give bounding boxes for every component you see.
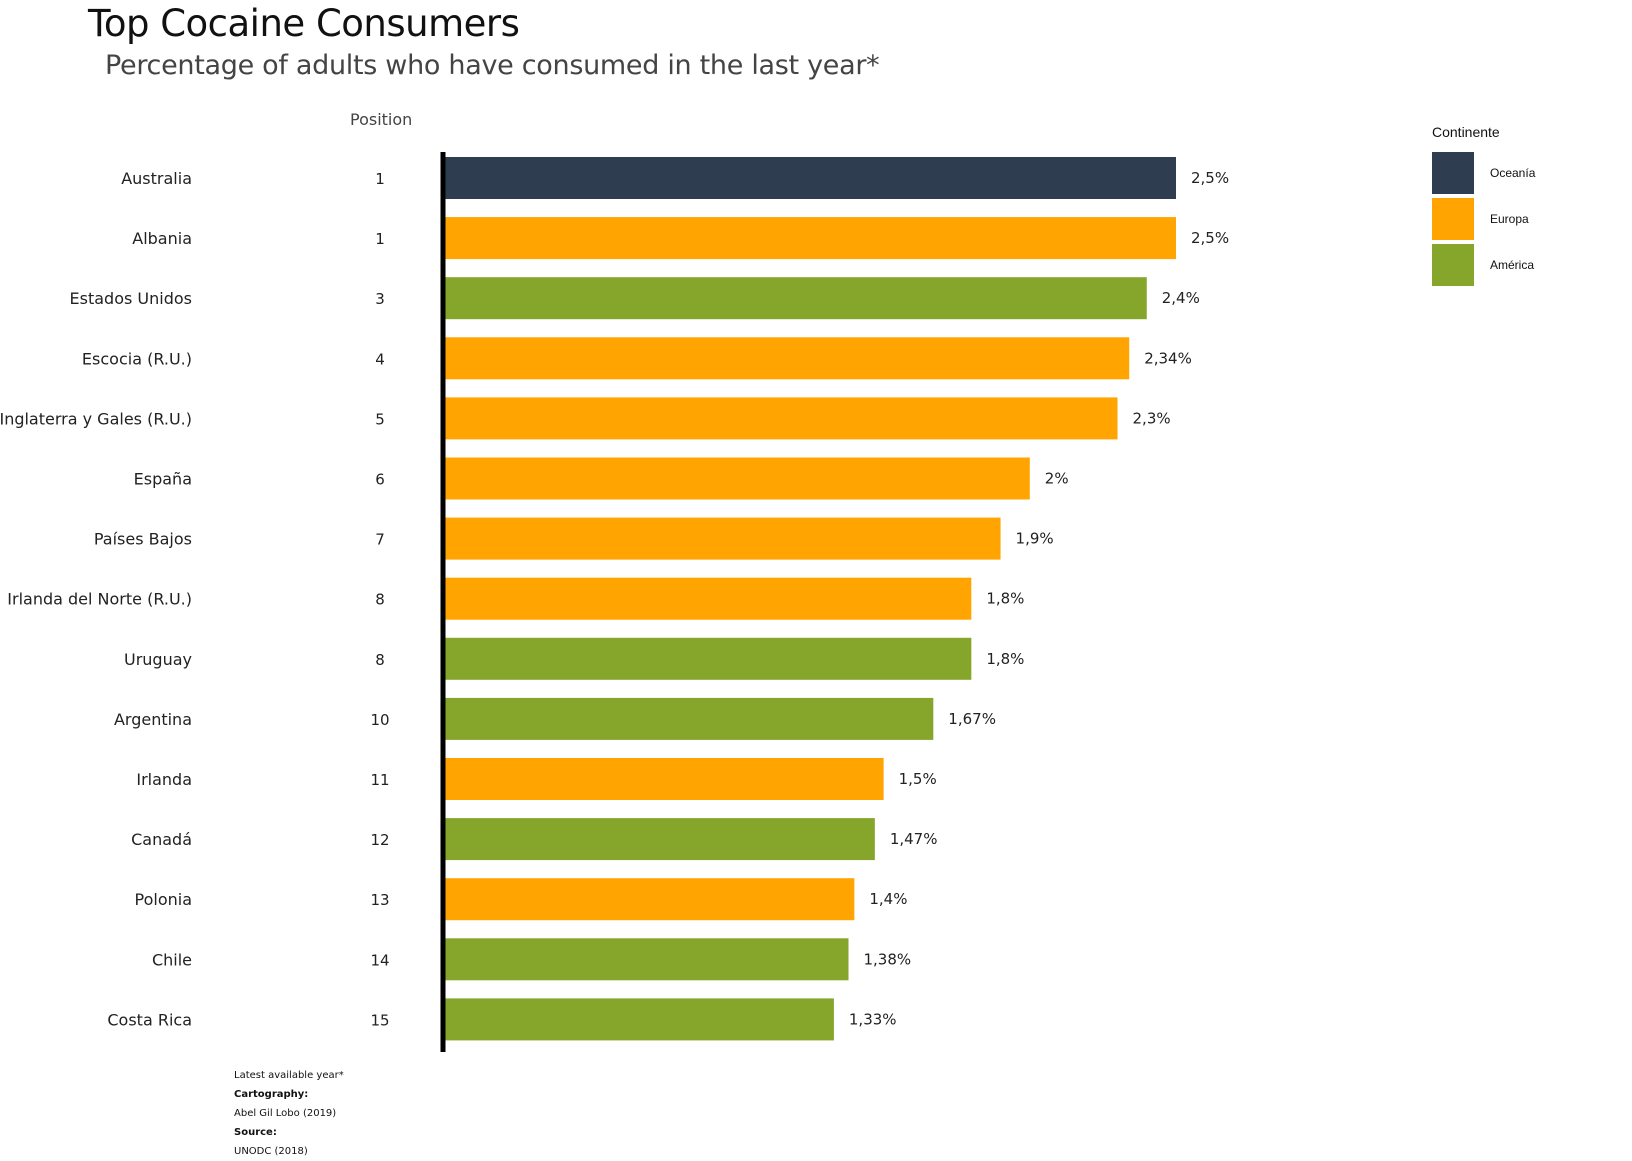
bar: [445, 758, 884, 800]
country-label: Canadá: [131, 830, 192, 849]
value-label: 1,9%: [1016, 530, 1054, 548]
position-label: 4: [375, 350, 385, 368]
country-label: Argentina: [114, 710, 192, 729]
bar: [445, 998, 834, 1041]
country-label: España: [134, 470, 192, 489]
value-label: 1,5%: [899, 770, 937, 788]
legend-swatch-oceania: [1432, 152, 1474, 194]
position-label: 13: [370, 891, 389, 909]
legend-title: Continente: [1432, 124, 1500, 140]
caption-cartography-label: Cartography:: [234, 1089, 309, 1100]
value-label: 2%: [1045, 470, 1069, 488]
bar: [445, 337, 1130, 380]
position-label: 12: [370, 831, 389, 849]
value-label: 2,34%: [1144, 349, 1192, 367]
position-label: 14: [370, 951, 389, 969]
country-label: Países Bajos: [94, 530, 192, 549]
position-label: 1: [375, 230, 385, 248]
value-label: 1,33%: [849, 1010, 897, 1028]
bar: [445, 457, 1030, 500]
position-label: 10: [370, 711, 389, 729]
bar: [445, 277, 1147, 320]
caption-source-label: Source:: [234, 1127, 277, 1138]
chart-rows: Australia 1 2,5% Albania 1 2,5% Estados Unidos…: [0, 157, 1229, 1041]
country-label: Polonia: [135, 890, 193, 909]
bar: [445, 697, 934, 740]
position-column-header: Position: [350, 110, 413, 129]
country-label: Inglaterra y Gales (R.U.): [0, 409, 192, 428]
legend-item-america: América: [1432, 242, 1535, 288]
position-label: 3: [375, 290, 385, 308]
value-label: 2,5%: [1191, 229, 1229, 247]
country-label: Irlanda: [136, 770, 192, 789]
legend-swatch-europa: [1432, 198, 1474, 240]
value-label: 1,8%: [986, 650, 1024, 668]
position-label: 15: [370, 1011, 389, 1029]
country-label: Uruguay: [124, 650, 192, 669]
chart-title: Top Cocaine Consumers: [88, 2, 520, 45]
legend-label: Europa: [1490, 212, 1529, 226]
bar: [445, 818, 875, 861]
position-label: 11: [370, 771, 389, 789]
value-label: 1,67%: [948, 710, 996, 728]
value-label: 1,4%: [869, 890, 907, 908]
country-label: Estados Unidos: [70, 289, 192, 308]
country-label: Costa Rica: [107, 1010, 192, 1029]
chart-subtitle: Percentage of adults who have consumed i…: [105, 50, 880, 81]
position-label: 6: [375, 471, 385, 489]
bar: [445, 577, 972, 620]
position-label: 8: [375, 651, 385, 669]
value-label: 2,3%: [1133, 409, 1171, 427]
bar: [445, 397, 1118, 440]
legend-item-oceania: Oceanía: [1432, 150, 1535, 196]
position-label: 7: [375, 531, 385, 549]
bar: [445, 217, 1176, 260]
caption: Latest available year* Cartography: Abel…: [234, 1066, 344, 1161]
bar: [445, 878, 855, 921]
country-label: Chile: [152, 950, 192, 969]
caption-note: Latest available year*: [234, 1070, 344, 1081]
bar: [445, 517, 1001, 560]
legend-label: Oceanía: [1490, 166, 1536, 180]
position-label: 8: [375, 591, 385, 609]
bar: [445, 938, 849, 981]
legend-swatch-america: [1432, 244, 1474, 286]
value-label: 1,38%: [864, 950, 912, 968]
country-label: Escocia (R.U.): [82, 349, 192, 368]
value-label: 2,5%: [1191, 169, 1229, 187]
value-label: 1,47%: [890, 830, 938, 848]
country-label: Irlanda del Norte (R.U.): [7, 590, 192, 609]
value-label: 1,8%: [986, 590, 1024, 608]
bar: [445, 157, 1176, 199]
bar: [445, 637, 972, 680]
value-label: 2,4%: [1162, 289, 1200, 307]
legend-label: América: [1490, 258, 1535, 272]
legend-item-europa: Europa: [1432, 196, 1535, 242]
country-label: Australia: [121, 169, 192, 188]
caption-cartography-value: Abel Gil Lobo (2019): [234, 1108, 337, 1119]
country-label: Albania: [132, 229, 192, 248]
position-label: 1: [375, 170, 385, 188]
legend: Continente Oceanía Europa América: [1432, 124, 1535, 288]
position-label: 5: [375, 410, 385, 428]
